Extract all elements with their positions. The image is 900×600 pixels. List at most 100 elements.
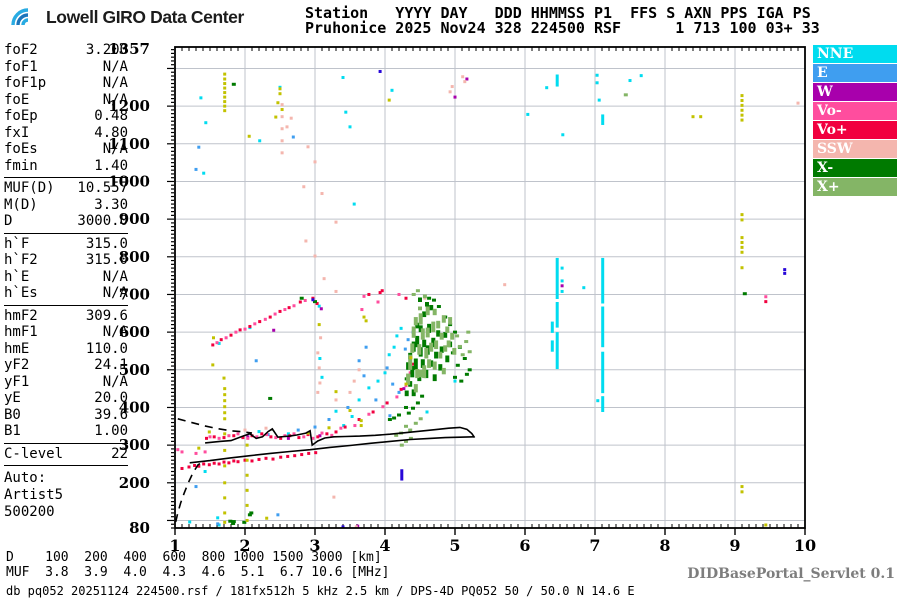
echo-type-legend: NNE E W Vo- Vo+ SSW X- X+ — [813, 45, 897, 197]
param-row: foF2 3.200 — [4, 42, 128, 59]
param-label: D — [4, 213, 13, 229]
svg-text:300: 300 — [119, 436, 150, 454]
svg-text:900: 900 — [119, 210, 150, 228]
svg-text:600: 600 — [119, 323, 150, 341]
param-label: fxI — [4, 124, 30, 141]
param-group: MUF(D) 10.557 M(D) 3.30 D 3000.0 — [4, 177, 128, 233]
svg-text:700: 700 — [119, 285, 150, 303]
autoscaler-line: 500200 — [4, 504, 55, 520]
muf-d-scale-table: D 100 200 400 600 800 1000 1500 3000 [km… — [6, 550, 390, 580]
svg-text:200: 200 — [119, 474, 150, 492]
param-row: h`E N/A — [4, 269, 128, 286]
svg-text:1200: 1200 — [108, 97, 150, 115]
param-label: B1 — [4, 423, 21, 439]
param-label: yE — [4, 390, 21, 406]
param-label: MUF(D) — [4, 180, 55, 196]
svg-text:6: 6 — [519, 536, 530, 555]
param-label: foEp — [4, 108, 38, 124]
svg-text:8: 8 — [659, 536, 670, 555]
param-label: foEs — [4, 141, 38, 157]
param-row: foF1 N/A — [4, 59, 128, 76]
db-record-line: db pq052 20251124 224500.rsf / 181fx512h… — [6, 584, 635, 598]
param-label: h`F2 — [4, 252, 38, 268]
param-row: yF2 24.1 — [4, 357, 128, 374]
param-value: 3.30 — [94, 196, 128, 213]
svg-text:80: 80 — [129, 519, 150, 537]
station-header-row: Station YYYY DAY DDD HHMMSS P1 FFS S AXN… — [305, 4, 811, 22]
param-row: foEs N/A — [4, 141, 128, 158]
param-row: h`F 315.0 — [4, 236, 128, 253]
param-value: 110.0 — [85, 340, 128, 357]
param-label: foF1p — [4, 75, 47, 91]
param-label: foE — [4, 91, 30, 108]
param-row: fxI 4.80 — [4, 125, 128, 142]
param-label: hmE — [4, 340, 30, 357]
svg-text:10: 10 — [794, 536, 816, 555]
param-row: h`F2 315.0 — [4, 252, 128, 269]
param-label: h`F — [4, 235, 30, 252]
legend-item-vo: Vo+ — [813, 121, 897, 139]
param-row: yF1 N/A — [4, 374, 128, 391]
scale-row-d: D 100 200 400 600 800 1000 1500 3000 [km… — [6, 550, 382, 565]
param-value: 309.6 — [85, 307, 128, 324]
param-value: 315.0 — [85, 252, 128, 268]
param-label: fmin — [4, 157, 38, 174]
svg-text:2: 2 — [239, 536, 250, 555]
param-value: N/A — [102, 75, 128, 91]
param-value: N/A — [102, 141, 128, 157]
param-label: B0 — [4, 406, 21, 423]
param-label: hmF1 — [4, 324, 38, 340]
param-row: B0 39.6 — [4, 407, 128, 424]
svg-text:800: 800 — [119, 248, 150, 266]
svg-text:1357: 1357 — [108, 40, 150, 58]
param-group: hmF2 309.6 hmF1 N/A hmE 110.0 yF2 24.1 yF1 N/A yE 2… — [4, 304, 128, 443]
param-value: 10.557 — [77, 180, 128, 196]
legend-item-x: X+ — [813, 178, 897, 196]
autoscaler-line: Auto: — [4, 470, 47, 486]
legend-item-vo: Vo- — [813, 102, 897, 120]
svg-text:500: 500 — [119, 361, 150, 379]
param-value: 3000.0 — [77, 213, 128, 229]
legend-item-w: W — [813, 83, 897, 101]
autoscaler-info: Auto: Artist5 500200 — [4, 466, 128, 521]
param-row: MUF(D) 10.557 — [4, 180, 128, 197]
param-value: N/A — [102, 285, 128, 301]
param-value: N/A — [102, 268, 128, 285]
logo-text: Lowell GIRO Data Center — [46, 6, 244, 27]
param-row: fmin 1.40 — [4, 158, 128, 175]
param-value: N/A — [102, 58, 128, 75]
param-group: C-level 22 — [4, 442, 128, 466]
param-value: N/A — [102, 91, 128, 108]
param-row: foF1p N/A — [4, 75, 128, 92]
svg-text:4: 4 — [379, 536, 390, 555]
param-group: h`F 315.0 h`F2 315.0 h`E N/A h`Es N/A — [4, 232, 128, 305]
servlet-version-label: DIDBasePortal_Servlet 0.1 — [687, 566, 895, 582]
param-value: 22 — [111, 445, 128, 462]
param-value: 1.40 — [94, 157, 128, 174]
param-value: 315.0 — [85, 235, 128, 252]
param-row: foE N/A — [4, 92, 128, 109]
parameter-panel: foF2 3.200 foF1 N/A foF1p N/A foE N/A foEp 0.48 fx… — [4, 40, 128, 521]
param-value: N/A — [102, 324, 128, 340]
param-value: 3.200 — [85, 42, 128, 58]
param-row: hmF1 N/A — [4, 324, 128, 341]
station-values-row: Pruhonice 2025 Nov24 328 224500 RSF 1 71… — [305, 19, 820, 37]
svg-text:7: 7 — [589, 536, 600, 555]
svg-text:1000: 1000 — [108, 172, 150, 190]
param-value: 20.0 — [94, 390, 128, 406]
param-label: foF2 — [4, 42, 38, 58]
legend-item-ssw: SSW — [813, 140, 897, 158]
param-row: M(D) 3.30 — [4, 197, 128, 214]
param-label: yF1 — [4, 373, 30, 390]
svg-text:5: 5 — [449, 536, 460, 555]
param-row: foEp 0.48 — [4, 108, 128, 125]
param-group: foF2 3.200 foF1 N/A foF1p N/A foE N/A foEp 0.48 fx… — [4, 40, 128, 177]
param-value: 24.1 — [94, 357, 128, 373]
param-label: C-level — [4, 445, 64, 462]
scale-row-muf: MUF 3.8 3.9 4.0 4.3 4.6 5.1 6.7 10.6 [MH… — [6, 564, 390, 580]
param-label: foF1 — [4, 58, 38, 75]
param-label: h`Es — [4, 285, 38, 301]
station-header: Station YYYY DAY DDD HHMMSS P1 FFS S AXN… — [305, 6, 820, 36]
